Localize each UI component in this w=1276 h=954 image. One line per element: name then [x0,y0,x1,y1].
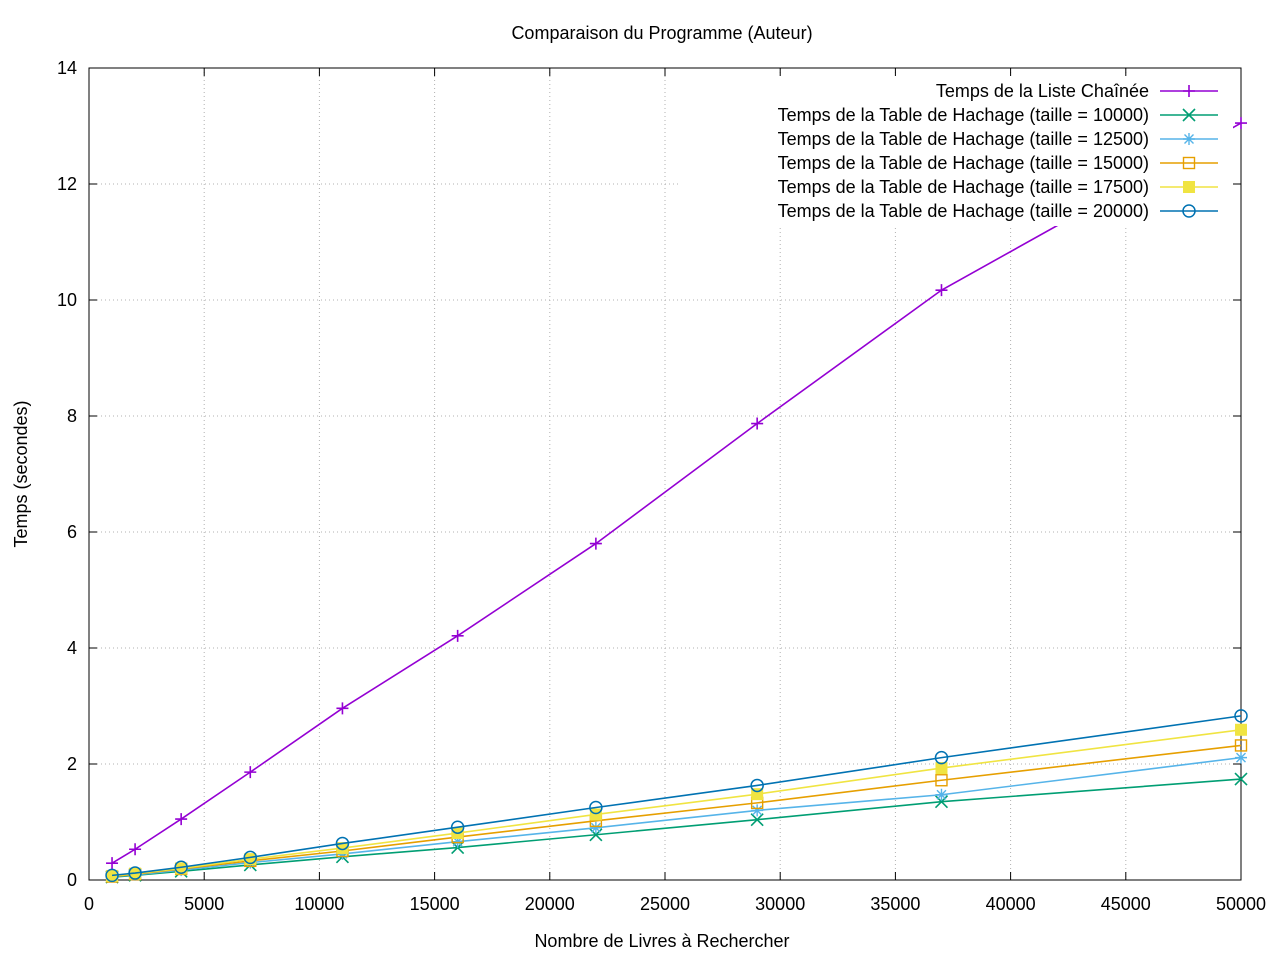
data-point [750,778,764,793]
data-point [589,828,603,842]
data-point [450,820,465,834]
data-point [589,808,602,821]
y-tick-label: 10 [57,290,77,310]
legend-label: Temps de la Table de Hachage (taille = 1… [778,105,1149,125]
data-point [451,835,464,848]
legend-entry: Temps de la Table de Hachage (taille = 2… [778,201,1218,221]
data-point [589,537,602,550]
series-line [111,744,1242,878]
x-tick-label: 25000 [640,894,690,914]
series-layer [105,117,1248,884]
legend-entry: Temps de la Table de Hachage (taille = 1… [778,177,1218,197]
legend-entry: Temps de la Liste Chaînée [936,81,1218,101]
data-point [128,866,142,880]
x-tick-label: 35000 [870,894,920,914]
series-line [111,122,1242,864]
data-point [935,774,948,787]
data-point [105,868,119,883]
data-point [1235,723,1247,736]
data-point [935,284,948,297]
data-point [1234,772,1248,786]
legend-label: Temps de la Liste Chaînée [936,81,1149,101]
series-6 [105,709,1248,883]
y-tick-label: 14 [57,58,77,78]
legend-label: Temps de la Table de Hachage (taille = 2… [778,201,1149,221]
y-tick-label: 6 [67,522,77,542]
data-point [934,750,949,765]
axis-ticks: 0 5000 10000 15000 20000 25000 30000 35000 40000… [57,58,1266,914]
x-tick-label: 40000 [986,894,1036,914]
x-tick-label: 15000 [410,894,460,914]
data-point [935,788,948,801]
x-tick-label: 20000 [525,894,575,914]
data-point [106,869,119,882]
data-point [750,813,764,827]
legend-marker [1182,108,1196,122]
legend-entry: Temps de la Table de Hachage (taille = 1… [778,129,1218,149]
data-point [335,836,350,851]
data-point [244,766,257,779]
y-tick-label: 0 [67,870,77,890]
data-point [451,629,464,642]
y-tick-label: 12 [57,174,77,194]
data-point [174,860,188,874]
x-tick-label: 45000 [1101,894,1151,914]
series-2 [105,772,1248,884]
legend-label: Temps de la Table de Hachage (taille = 1… [778,129,1149,149]
series-5 [106,723,1247,882]
data-point [129,843,142,856]
series-line [111,756,1242,878]
legend-marker [1182,204,1196,218]
data-point [175,813,188,826]
data-point [243,850,258,865]
data-point [1234,709,1248,723]
x-tick-label: 30000 [755,894,805,914]
data-point [175,862,188,875]
x-tick-label: 5000 [184,894,224,914]
legend-marker [1182,156,1196,170]
series-line [111,778,1242,878]
legend-marker [1183,85,1195,97]
data-point [751,804,764,817]
y-tick-label: 8 [67,406,77,426]
series-line [111,728,1242,877]
legend-label: Temps de la Table de Hachage (taille = 1… [778,177,1149,197]
data-point [934,795,949,809]
x-tick-label: 10000 [294,894,344,914]
data-point [106,857,119,870]
data-point [336,702,349,715]
data-point [589,800,603,815]
data-point [589,821,602,834]
x-axis-label: Nombre de Livres à Rechercher [534,931,789,951]
legend: Temps de la Liste Chaînée Temps de la Tab… [680,76,1233,226]
y-axis-label: Temps (secondes) [11,400,31,547]
legend-entry: Temps de la Table de Hachage (taille = 1… [778,153,1218,173]
chart-title: Comparaison du Programme (Auteur) [511,23,812,43]
data-point [1234,739,1248,752]
series-line [111,715,1242,877]
legend-label: Temps de la Table de Hachage (taille = 1… [778,153,1149,173]
data-point [336,842,349,855]
y-tick-label: 2 [67,754,77,774]
x-tick-label: 50000 [1216,894,1266,914]
series-1 [106,117,1247,870]
legend-marker [1183,181,1195,193]
x-tick-label: 0 [84,894,94,914]
data-point [751,417,764,430]
legend-marker [1183,133,1195,145]
y-tick-label: 4 [67,638,77,658]
legend-background [680,76,1233,226]
grid [89,68,1241,880]
data-point [1235,117,1247,130]
data-point [1235,751,1247,764]
data-point [935,762,948,775]
legend-entry: Temps de la Table de Hachage (taille = 1… [778,105,1218,125]
